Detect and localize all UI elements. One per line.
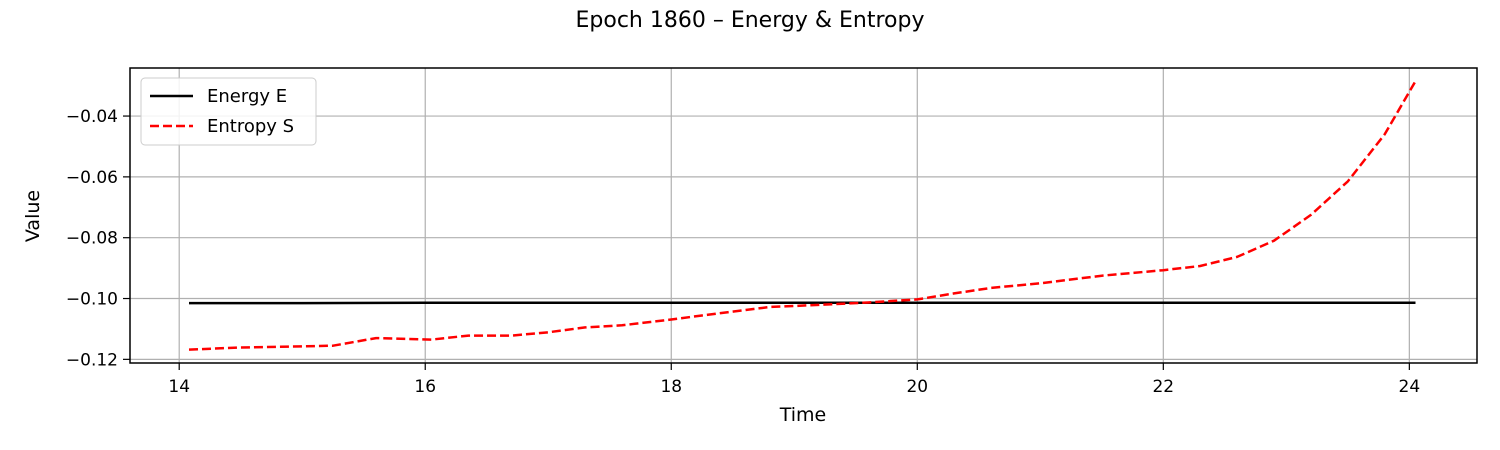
- axis-ticks: 14 16 18 20 22 24 −0.12 −0.10 −0.08 −0.06 −0.04: [66, 107, 1420, 397]
- x-tick-label: 22: [1152, 377, 1174, 397]
- legend: Energy E Entropy S: [140, 77, 317, 146]
- y-tick-label: −0.10: [66, 290, 118, 310]
- legend-label-entropy: Entropy S: [207, 116, 294, 137]
- y-tick-label: −0.08: [66, 229, 118, 249]
- y-tick-label: −0.06: [66, 168, 118, 188]
- x-tick-label: 20: [906, 377, 928, 397]
- grid-lines: [130, 68, 1477, 363]
- x-tick-label: 14: [168, 377, 190, 397]
- plot-area-frame: [129, 67, 1478, 364]
- y-tick-label: −0.12: [66, 350, 118, 370]
- x-axis-label: Time: [779, 404, 827, 426]
- series-line-entropy-s: [188, 80, 1417, 351]
- x-tick-label: 18: [660, 377, 682, 397]
- legend-label-energy: Energy E: [207, 86, 287, 107]
- x-tick-label: 24: [1399, 377, 1421, 397]
- y-tick-label: −0.04: [66, 107, 118, 127]
- y-axis-label: Value: [22, 190, 44, 242]
- x-tick-label: 16: [414, 377, 436, 397]
- series-lines: [188, 80, 1417, 351]
- chart-title: Epoch 1860 – Energy & Entropy: [576, 8, 925, 33]
